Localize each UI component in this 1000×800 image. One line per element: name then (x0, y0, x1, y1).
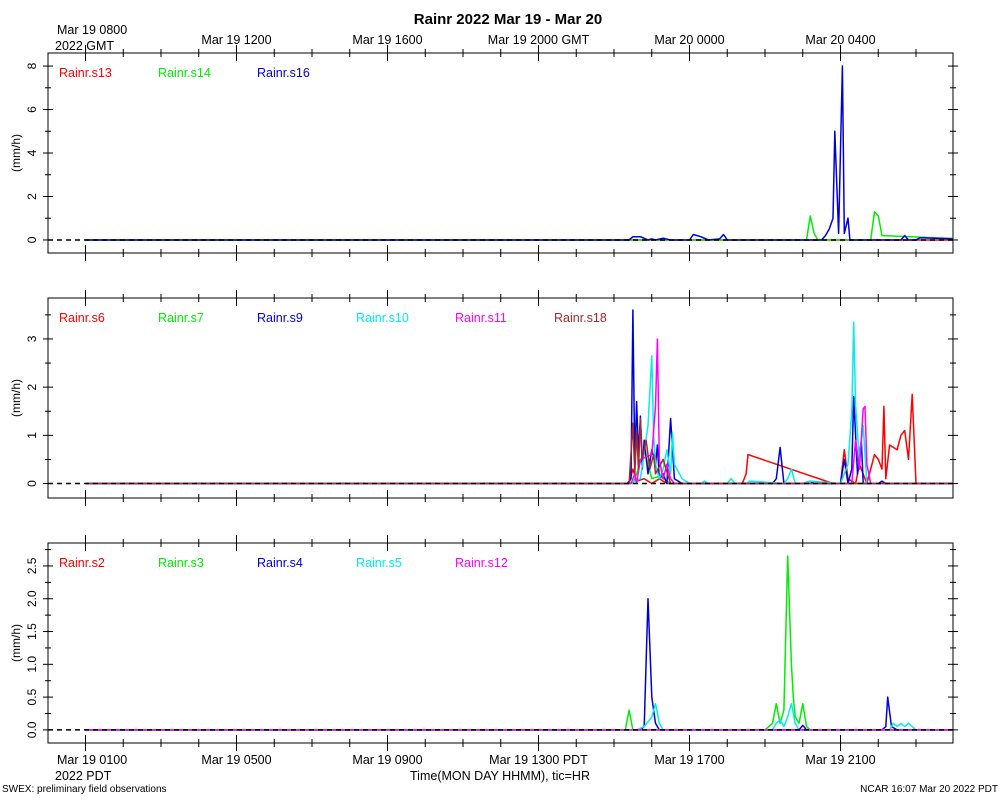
series-line-rainr-s16 (85, 65, 953, 241)
series-group (85, 65, 953, 241)
bottom-axis-start-line2: 2022 PDT (55, 769, 112, 783)
footer-left: SWEX: preliminary field observations (2, 784, 167, 795)
plot-frame (47, 542, 954, 744)
series-group (85, 555, 953, 731)
y-tick-label: 2 (25, 384, 39, 391)
legend-entry: Rainr.s14 (158, 66, 211, 80)
y-tick-label: 4 (25, 149, 39, 156)
legend-entry: Rainr.s18 (554, 311, 607, 325)
x-axis-label: Time(MON DAY HHMM), tic=HR (410, 769, 590, 783)
legend-entry: Rainr.s6 (59, 311, 105, 325)
y-tick-label: 1 (25, 432, 39, 439)
y-tick-label: 1.0 (25, 656, 39, 673)
series-line-rainr-s18 (85, 417, 953, 485)
legend-entry: Rainr.s11 (455, 311, 507, 325)
chart-panel-2: 0 1 2 3 (mm/h) Rainr.s6 Rainr.s7 Rainr.s9 Rainr.… (9, 290, 958, 506)
y-tick-label: 6 (25, 106, 39, 113)
plot-frame (47, 297, 954, 499)
y-tick-label: 0.5 (25, 688, 39, 705)
top-axis-tick-label: Mar 19 2000 GMT (488, 33, 590, 47)
chart-title: Rainr 2022 Mar 19 - Mar 20 (414, 11, 602, 28)
plot-frame (47, 52, 954, 254)
top-axis-tick-label: Mar 19 1600 (352, 33, 422, 47)
legend-entry: Rainr.s12 (455, 556, 508, 570)
y-tick-label: 3 (25, 335, 39, 342)
y-tick-label: 0 (25, 480, 39, 487)
legend-entry: Rainr.s16 (257, 66, 310, 80)
legend-entry: Rainr.s2 (59, 556, 105, 570)
legend-entry: Rainr.s13 (59, 66, 112, 80)
bottom-axis-tick-label: Mar 19 0500 (201, 753, 271, 767)
series-group (85, 309, 953, 485)
y-tick-label: 1.5 (25, 623, 39, 640)
top-time-axis: Mar 19 1200 Mar 19 1600 Mar 19 2000 GMT Mar… (201, 33, 875, 47)
legend-entry: Rainr.s4 (257, 556, 303, 570)
series-line-rainr-s3 (85, 555, 953, 731)
y-tick-label: 2.0 (25, 590, 39, 607)
bottom-axis-tick-label: Mar 19 2100 (805, 753, 875, 767)
footer-right: NCAR 16:07 Mar 20 2022 PDT (860, 784, 998, 795)
series-line-rainr-s7 (85, 449, 953, 485)
bottom-axis-start-line1: Mar 19 0100 (57, 753, 127, 767)
legend-entry: Rainr.s7 (158, 311, 204, 325)
y-axis-label: (mm/h) (9, 624, 23, 662)
chart-panel-3: 0.0 0.5 1.0 1.5 2.0 2.5 (mm/h) Rainr.s2 Rainr.s3… (9, 535, 958, 751)
y-tick-label: 8 (25, 62, 39, 69)
top-axis-start-line1: Mar 19 0800 (57, 23, 127, 37)
legend-entry: Rainr.s3 (158, 556, 204, 570)
chart-panels: 0 2 4 6 8 (mm/h) Rainr.s13 Rainr.s14 Rainr.s16 0 1… (9, 45, 958, 751)
bottom-axis-tick-label: Mar 19 1700 (654, 753, 724, 767)
y-tick-label: 2.5 (25, 557, 39, 574)
series-line-rainr-s4 (85, 597, 953, 731)
top-axis-tick-label: Mar 19 1200 (201, 33, 271, 47)
series-line-rainr-s14 (85, 210, 953, 241)
series-line-rainr-s10 (85, 321, 953, 485)
series-line-rainr-s11 (85, 338, 953, 485)
legend-entry: Rainr.s5 (356, 556, 402, 570)
y-axis-label: (mm/h) (9, 134, 23, 172)
legend-entry: Rainr.s9 (257, 311, 303, 325)
legend-entry: Rainr.s10 (356, 311, 409, 325)
bottom-axis-tick-label: Mar 19 0900 (352, 753, 422, 767)
y-tick-label: 0 (25, 236, 39, 243)
top-axis-tick-label: Mar 20 0400 (805, 33, 875, 47)
y-tick-label: 0.0 (25, 721, 39, 738)
bottom-time-axis: Mar 19 0500 Mar 19 0900 Mar 19 1300 PDT Mar… (201, 753, 875, 767)
y-tick-label: 2 (25, 193, 39, 200)
bottom-axis-tick-label: Mar 19 1300 PDT (489, 753, 588, 767)
series-line-rainr-s5 (85, 702, 953, 731)
chart-panel-1: 0 2 4 6 8 (mm/h) Rainr.s13 Rainr.s14 Rainr.s16 (9, 45, 958, 261)
top-axis-start-line2: 2022 GMT (55, 39, 114, 53)
top-axis-tick-label: Mar 20 0000 (654, 33, 724, 47)
y-axis-label: (mm/h) (9, 379, 23, 417)
